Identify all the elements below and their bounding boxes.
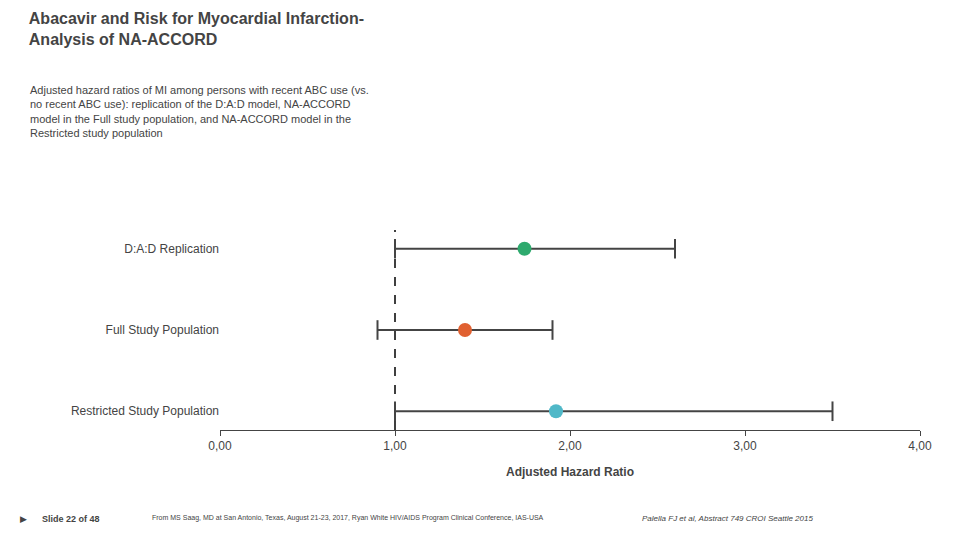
svg-text:Adjusted Hazard Ratio: Adjusted Hazard Ratio	[506, 465, 634, 479]
svg-text:Palella FJ et al, Abstract 749: Palella FJ et al, Abstract 749 CROI Seat…	[642, 514, 813, 523]
svg-text:Slide 22 of 48: Slide 22 of 48	[42, 514, 100, 524]
svg-text:From MS Saag, MD at San Antoni: From MS Saag, MD at San Antonio, Texas, …	[152, 514, 544, 522]
svg-text:2,00: 2,00	[558, 439, 582, 453]
svg-text:▶: ▶	[20, 514, 27, 524]
svg-text:3,00: 3,00	[733, 439, 757, 453]
svg-text:0,00: 0,00	[208, 439, 232, 453]
svg-text:Full Study Population: Full Study Population	[106, 323, 219, 337]
svg-text:Abacavir and Risk for Myocardi: Abacavir and Risk for Myocardial Infarct…	[29, 10, 364, 48]
svg-text:4,00: 4,00	[908, 439, 932, 453]
svg-text:D:A:D Replication: D:A:D Replication	[124, 242, 219, 256]
svg-text:1,00: 1,00	[383, 439, 407, 453]
svg-text:Adjusted hazard ratios of MI a: Adjusted hazard ratios of MI among perso…	[30, 84, 369, 139]
svg-text:Restricted Study Population: Restricted Study Population	[71, 404, 219, 418]
